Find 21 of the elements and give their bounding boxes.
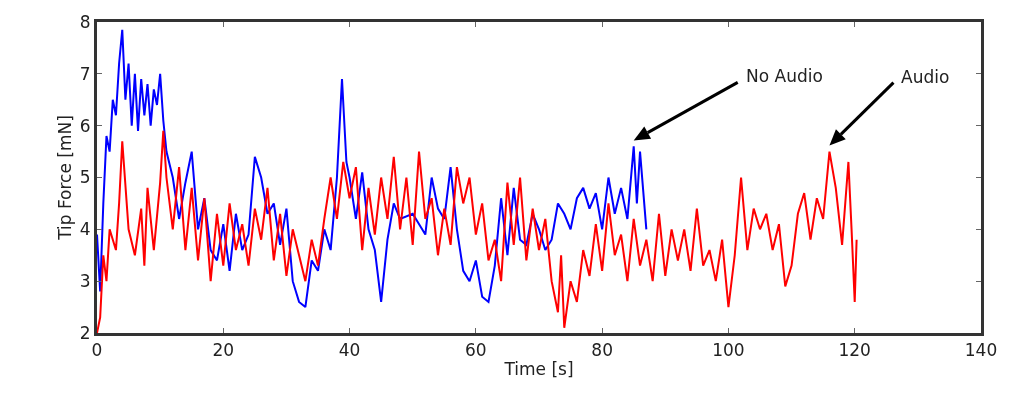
x-tick-label: 100 [712,340,745,361]
y-tick-label: 8 [79,11,91,32]
text: Audio [901,67,950,87]
line-series [97,129,858,333]
x-tick-label: 40 [338,340,361,361]
text: No Audio [746,66,823,86]
x-tick-label: 0 [91,340,103,361]
x-axis-title: Time [s] [503,358,574,379]
line-series [97,28,648,309]
y-axis-title: Tip Force [mN] [55,115,76,241]
y-tick-label: 2 [79,322,91,343]
x-tick-label: 140 [964,340,998,361]
y-tick-label: 6 [79,115,91,136]
y-tick-label: 4 [79,219,91,240]
x-tick-label: 60 [465,340,487,361]
y-tick-label: 5 [79,167,91,188]
x-tick-label: 80 [591,340,613,361]
y-tick-label: 3 [79,271,91,292]
y-tick-label: 7 [79,63,91,84]
x-tick-label: 120 [838,340,871,361]
x-tick-label: 20 [212,340,235,361]
